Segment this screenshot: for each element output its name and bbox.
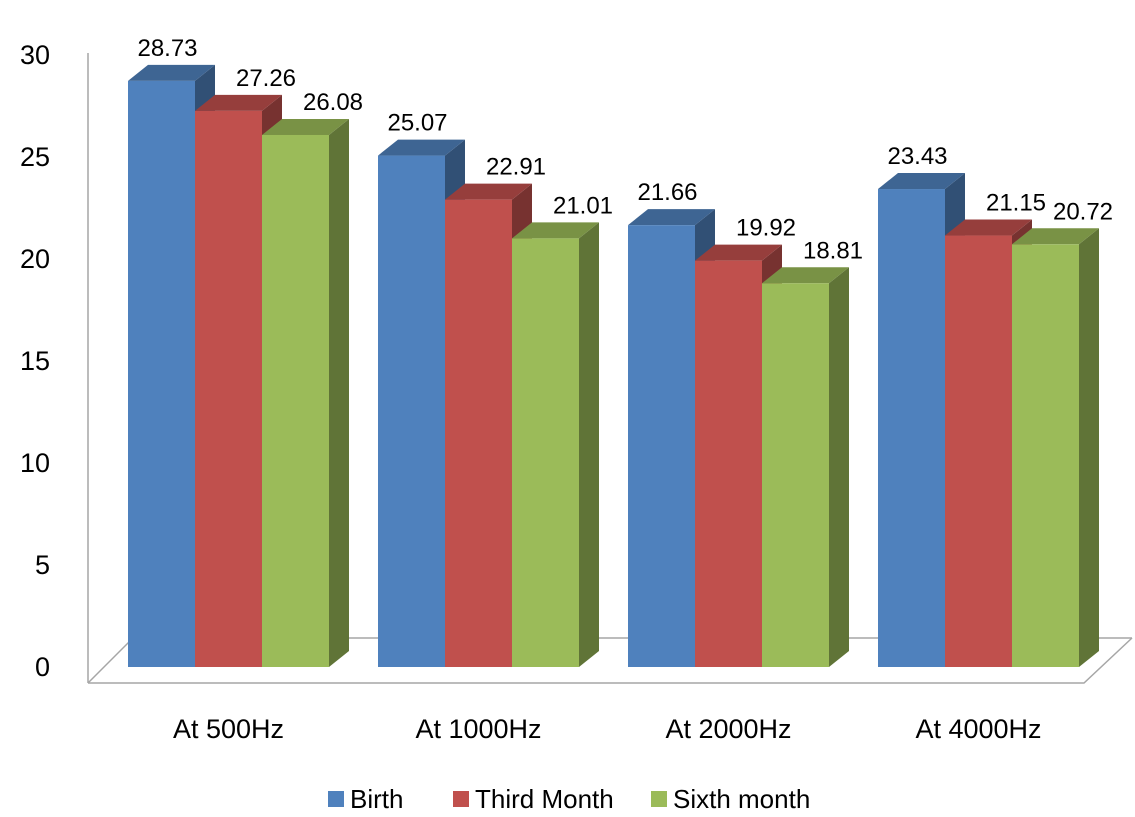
legend-swatch [651,791,667,807]
data-label: 22.91 [486,154,546,181]
bar [878,189,945,667]
y-tick-label: 30 [20,40,50,70]
x-tick-label: At 500Hz [173,714,284,744]
y-tick-label: 15 [20,346,50,376]
x-tick-label: At 4000Hz [915,714,1041,744]
y-tick-label: 0 [35,652,50,682]
data-label: 21.15 [986,190,1046,217]
bar-top [378,139,465,156]
bar-top [512,222,599,239]
data-label: 19.92 [736,215,796,242]
y-tick-label: 10 [20,448,50,478]
data-label: 21.66 [637,179,697,206]
bar-top [762,267,849,284]
y-tick-label: 25 [20,142,50,172]
bar-top [445,183,532,200]
floor-front-edge [88,637,1133,684]
bar-top [878,173,965,190]
data-label: 20.72 [1053,198,1113,225]
bar-side [1079,228,1099,667]
legend-item-label: Sixth month [673,784,810,812]
bar [762,283,829,667]
bar-top [1012,228,1099,245]
bar-top [628,209,715,226]
bar [695,260,762,667]
legend-item-label: Birth [350,784,403,812]
data-label: 21.01 [553,192,613,219]
data-label: 26.08 [303,89,363,116]
bar [512,238,579,667]
data-label: 23.43 [887,143,947,170]
legend-swatch [453,791,469,807]
bar-side [829,267,849,667]
data-label: 28.73 [137,35,197,62]
bar [195,110,262,667]
bar [945,235,1012,668]
bar [445,199,512,668]
legend-item-label: Third Month [475,784,614,812]
data-label: 18.81 [803,237,863,264]
bar [378,155,445,667]
bar-side [329,118,349,667]
data-label: 27.26 [236,65,296,92]
y-tick-label: 20 [20,244,50,274]
bar [628,225,695,668]
bar [262,134,329,667]
bar [1012,244,1079,667]
x-tick-label: At 1000Hz [415,714,541,744]
x-tick-label: At 2000Hz [665,714,791,744]
bar [128,80,195,667]
bar-top [128,64,215,81]
bar-top [262,118,349,135]
bar-top [695,244,782,261]
y-tick-label: 5 [35,550,50,580]
bar-top [195,94,282,111]
bar-side [579,222,599,667]
bar-top [945,219,1032,236]
data-label: 25.07 [387,110,447,137]
legend-swatch [328,791,344,807]
